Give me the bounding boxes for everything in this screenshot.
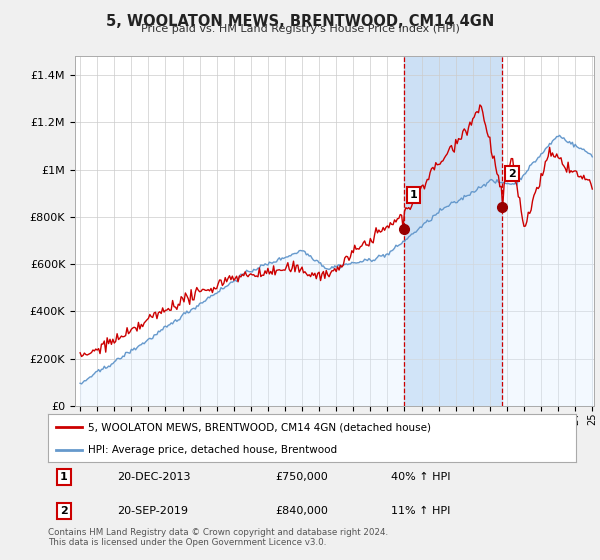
Text: 1: 1: [410, 190, 418, 200]
Text: 5, WOOLATON MEWS, BRENTWOOD, CM14 4GN (detached house): 5, WOOLATON MEWS, BRENTWOOD, CM14 4GN (d…: [88, 422, 431, 432]
Text: HPI: Average price, detached house, Brentwood: HPI: Average price, detached house, Bren…: [88, 445, 337, 455]
Text: Contains HM Land Registry data © Crown copyright and database right 2024.
This d: Contains HM Land Registry data © Crown c…: [48, 528, 388, 547]
Text: 2: 2: [508, 169, 516, 179]
Bar: [404, 56, 502, 406]
Text: 20-DEC-2013: 20-DEC-2013: [116, 472, 190, 482]
Text: 20-SEP-2019: 20-SEP-2019: [116, 506, 188, 516]
Text: £750,000: £750,000: [275, 472, 328, 482]
Text: 1: 1: [60, 472, 68, 482]
Text: £840,000: £840,000: [275, 506, 328, 516]
Text: Price paid vs. HM Land Registry's House Price Index (HPI): Price paid vs. HM Land Registry's House …: [140, 24, 460, 34]
Text: 40% ↑ HPI: 40% ↑ HPI: [391, 472, 451, 482]
Text: 2: 2: [60, 506, 68, 516]
Text: 5, WOOLATON MEWS, BRENTWOOD, CM14 4GN: 5, WOOLATON MEWS, BRENTWOOD, CM14 4GN: [106, 14, 494, 29]
Text: 11% ↑ HPI: 11% ↑ HPI: [391, 506, 451, 516]
